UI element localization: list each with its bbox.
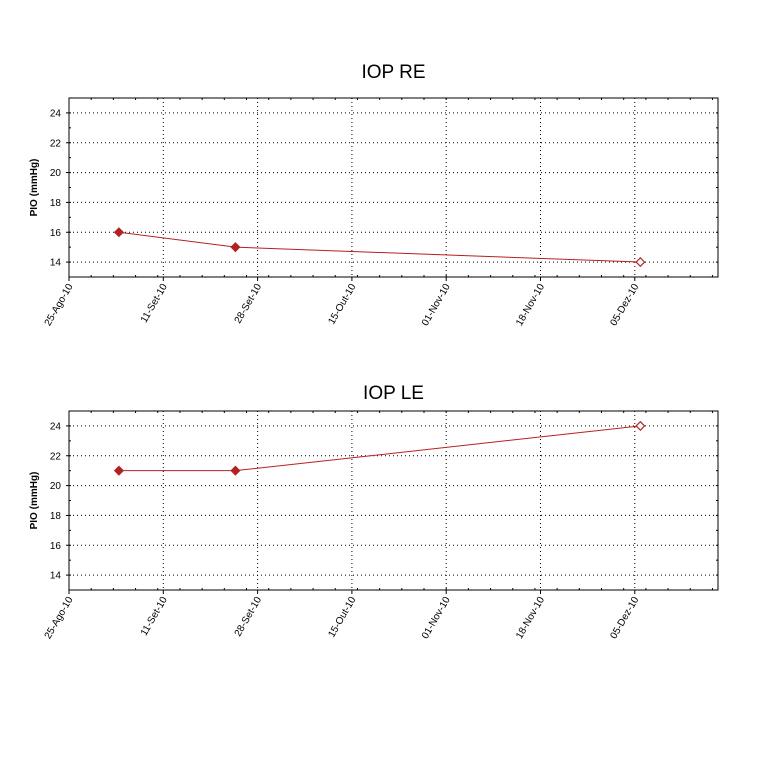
data-point [113, 227, 124, 238]
data-point-open [635, 257, 646, 268]
y-tick-label: 16 [50, 228, 62, 239]
x-tick-label: 28-Set-10 [233, 282, 265, 326]
x-tick-label: 01-Nov-10 [420, 282, 453, 328]
y-tick-label: 22 [50, 451, 62, 462]
series-line [118, 425, 641, 472]
x-tick-label: 25-Ago-10 [43, 282, 76, 328]
y-tick-label: 18 [50, 511, 62, 522]
x-tick-label: 18-Nov-10 [514, 595, 547, 641]
chart-title: IOP RE [361, 62, 425, 83]
y-tick-label: 18 [50, 198, 62, 209]
plot-frame [68, 97, 719, 278]
x-tick-label: 05-Dez-10 [609, 282, 642, 328]
chart-1: IOP RE 14 16 18 20 22 24 25-Ago-10 11-Set-10 28-S… [29, 62, 719, 328]
y-tick-label: 24 [50, 421, 62, 432]
x-tick-label: 05-Dez-10 [609, 595, 642, 641]
y-tick-label: 24 [50, 108, 62, 119]
y-tick-label: 14 [50, 258, 62, 269]
chart-2: IOP LE 14 16 18 20 22 24 25-Ago-10 11-Set-10 28-S… [29, 383, 719, 641]
x-tick-label: 01-Nov-10 [420, 595, 453, 641]
y-tick-label: 14 [50, 571, 62, 582]
data-point-open [635, 420, 646, 431]
plot-frame [68, 410, 719, 591]
y-axis-label: PIO (mmHg) [29, 159, 40, 217]
data-point [230, 242, 241, 253]
data-point [230, 465, 241, 476]
y-tick-label: 22 [50, 138, 62, 149]
y-axis-label: PIO (mmHg) [29, 472, 40, 530]
y-tick-label: 16 [50, 541, 62, 552]
x-tick-label: 15-Out-10 [326, 595, 358, 640]
y-tick-label: 20 [50, 481, 62, 492]
y-tick-label: 20 [50, 168, 62, 179]
x-tick-label: 11-Set-10 [139, 282, 170, 325]
x-tick-label: 25-Ago-10 [43, 595, 76, 641]
x-tick-label: 15-Out-10 [326, 282, 358, 327]
x-tick-label: 28-Set-10 [233, 595, 265, 639]
series-line [118, 231, 641, 263]
chart-title: IOP LE [363, 383, 424, 404]
x-tick-label: 11-Set-10 [139, 595, 170, 638]
data-point [113, 465, 124, 476]
x-tick-label: 18-Nov-10 [514, 282, 547, 328]
